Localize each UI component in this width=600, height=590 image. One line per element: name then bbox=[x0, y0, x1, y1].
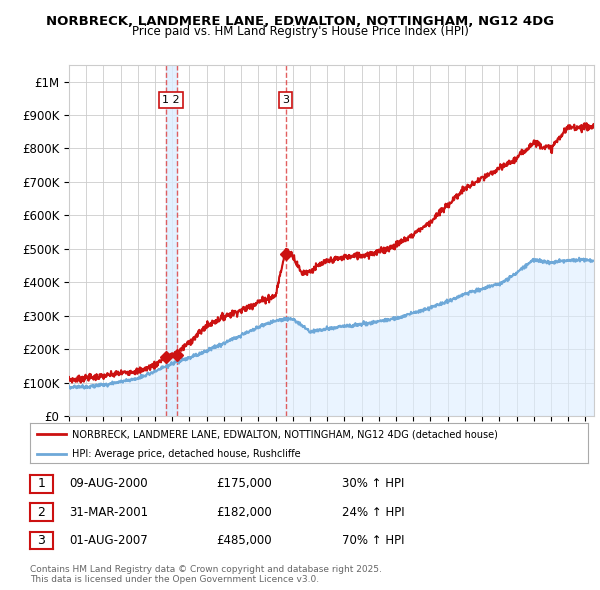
Text: 2: 2 bbox=[37, 506, 46, 519]
Text: Price paid vs. HM Land Registry's House Price Index (HPI): Price paid vs. HM Land Registry's House … bbox=[131, 25, 469, 38]
Text: 09-AUG-2000: 09-AUG-2000 bbox=[69, 477, 148, 490]
Text: £182,000: £182,000 bbox=[216, 506, 272, 519]
Text: NORBRECK, LANDMERE LANE, EDWALTON, NOTTINGHAM, NG12 4DG (detached house): NORBRECK, LANDMERE LANE, EDWALTON, NOTTI… bbox=[72, 430, 498, 440]
Text: 1: 1 bbox=[37, 477, 46, 490]
Text: £175,000: £175,000 bbox=[216, 477, 272, 490]
Text: 3: 3 bbox=[37, 534, 46, 547]
Text: 24% ↑ HPI: 24% ↑ HPI bbox=[342, 506, 404, 519]
Text: NORBRECK, LANDMERE LANE, EDWALTON, NOTTINGHAM, NG12 4DG: NORBRECK, LANDMERE LANE, EDWALTON, NOTTI… bbox=[46, 15, 554, 28]
Text: 01-AUG-2007: 01-AUG-2007 bbox=[69, 534, 148, 547]
Text: 31-MAR-2001: 31-MAR-2001 bbox=[69, 506, 148, 519]
Bar bbox=[166, 65, 176, 416]
Text: HPI: Average price, detached house, Rushcliffe: HPI: Average price, detached house, Rush… bbox=[72, 450, 301, 460]
Text: 3: 3 bbox=[282, 95, 289, 105]
Text: 70% ↑ HPI: 70% ↑ HPI bbox=[342, 534, 404, 547]
Text: 1 2: 1 2 bbox=[162, 95, 180, 105]
Text: £485,000: £485,000 bbox=[216, 534, 272, 547]
Text: 30% ↑ HPI: 30% ↑ HPI bbox=[342, 477, 404, 490]
Text: Contains HM Land Registry data © Crown copyright and database right 2025.
This d: Contains HM Land Registry data © Crown c… bbox=[30, 565, 382, 584]
